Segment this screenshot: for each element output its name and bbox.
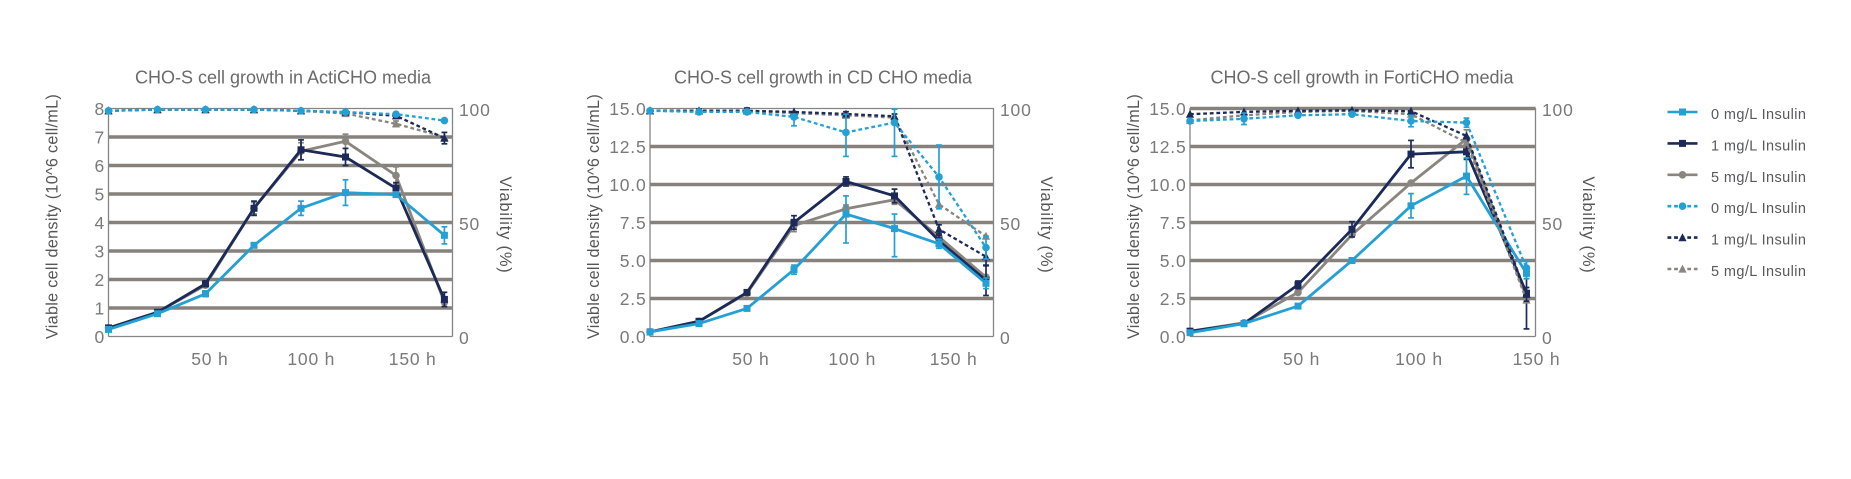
svg-text:1 mg/L Insulin: 1 mg/L Insulin [1711,138,1806,154]
svg-text:Viable cell density (10^6 cell: Viable cell density (10^6 cell/mL) [585,94,603,339]
svg-text:Viability (%): Viability (%) [496,176,514,273]
svg-text:1 mg/L Insulin: 1 mg/L Insulin [1711,233,1806,249]
svg-text:Viability (%): Viability (%) [1579,176,1597,273]
svg-text:0: 0 [94,327,105,347]
svg-text:8: 8 [94,99,105,119]
svg-text:50 h: 50 h [1283,349,1320,369]
svg-text:0: 0 [459,328,470,348]
svg-text:7: 7 [94,127,105,147]
svg-text:CHO-S cell growth in FortiCHO: CHO-S cell growth in FortiCHO media [1210,68,1514,88]
svg-text:5.0: 5.0 [1160,251,1187,271]
svg-text:0: 0 [1542,328,1553,348]
svg-text:5 mg/L Insulin: 5 mg/L Insulin [1711,264,1806,280]
svg-text:100 h: 100 h [1395,349,1443,369]
svg-text:100: 100 [1000,100,1032,120]
svg-text:3: 3 [94,241,105,261]
svg-text:15.0: 15.0 [609,99,646,119]
svg-text:CHO-S cell growth in CD CHO me: CHO-S cell growth in CD CHO media [674,68,973,88]
svg-text:2.5: 2.5 [620,289,647,309]
svg-text:150 h: 150 h [1513,349,1561,369]
svg-text:50: 50 [1542,214,1563,234]
svg-text:0 mg/L Insulin: 0 mg/L Insulin [1711,107,1806,123]
svg-text:0.0: 0.0 [1160,327,1187,347]
svg-text:100: 100 [459,100,491,120]
svg-text:Viable cell density (10^6 cell: Viable cell density (10^6 cell/mL) [1125,94,1143,339]
svg-text:0 mg/L Insulin: 0 mg/L Insulin [1711,201,1806,217]
svg-text:6: 6 [94,156,105,176]
svg-text:1: 1 [94,298,105,318]
svg-text:0.0: 0.0 [620,327,647,347]
svg-text:CHO-S cell growth in ActiCHO m: CHO-S cell growth in ActiCHO media [135,68,432,88]
svg-text:Viability (%): Viability (%) [1037,176,1055,273]
svg-text:4: 4 [94,213,105,233]
svg-text:7.5: 7.5 [1160,213,1187,233]
svg-text:12.5: 12.5 [1149,137,1186,157]
svg-text:0: 0 [1000,328,1011,348]
svg-text:100 h: 100 h [828,349,876,369]
svg-text:5: 5 [94,184,105,204]
svg-text:10.0: 10.0 [1149,175,1186,195]
svg-text:12.5: 12.5 [609,137,646,157]
svg-text:50 h: 50 h [191,349,228,369]
svg-text:150 h: 150 h [389,349,437,369]
svg-text:7.5: 7.5 [620,213,647,233]
svg-text:50 h: 50 h [732,349,769,369]
svg-text:50: 50 [1000,214,1021,234]
svg-text:10.0: 10.0 [609,175,646,195]
svg-text:50: 50 [459,214,480,234]
svg-text:5 mg/L Insulin: 5 mg/L Insulin [1711,170,1806,186]
svg-text:150 h: 150 h [930,349,978,369]
svg-text:2.5: 2.5 [1160,289,1187,309]
svg-text:5.0: 5.0 [620,251,647,271]
svg-text:100 h: 100 h [287,349,335,369]
svg-text:15.0: 15.0 [1149,99,1186,119]
svg-text:100: 100 [1542,100,1574,120]
svg-text:Viable cell density (10^6 cell: Viable cell density (10^6 cell/mL) [44,94,62,339]
svg-text:2: 2 [94,270,105,290]
